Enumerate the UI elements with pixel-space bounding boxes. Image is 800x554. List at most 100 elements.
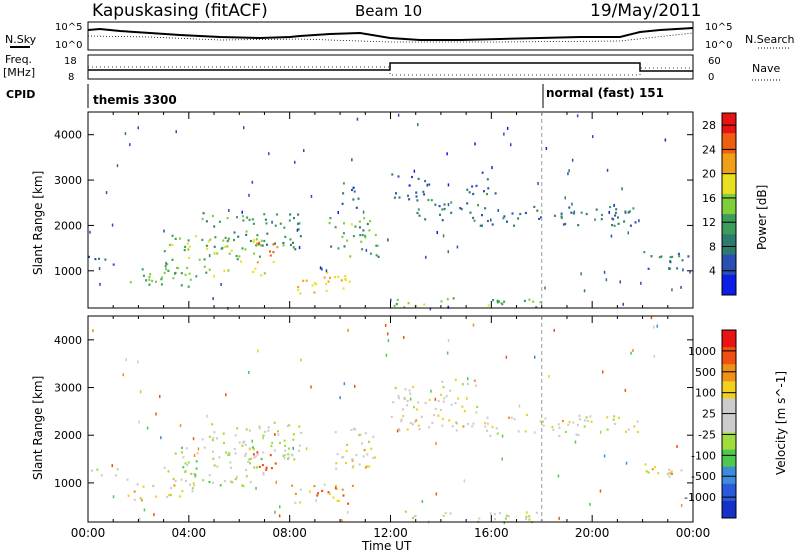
echo-cell xyxy=(265,222,268,225)
scatter-cell xyxy=(429,307,432,311)
scatter-cell xyxy=(676,445,678,448)
echo-cell xyxy=(181,451,183,454)
echo-cell xyxy=(528,515,531,518)
echo-cell xyxy=(428,398,431,401)
echo-cell xyxy=(342,232,345,235)
echo-cell xyxy=(342,192,345,195)
scatter-cell xyxy=(568,169,570,173)
echo-cell xyxy=(311,284,314,287)
echo-cell xyxy=(328,222,331,225)
echo-cell xyxy=(297,449,300,452)
echo-cell xyxy=(305,279,308,282)
echo-cell xyxy=(450,201,453,204)
echo-cell xyxy=(533,431,536,434)
echo-cell xyxy=(466,188,469,191)
echo-cell xyxy=(650,255,653,258)
echo-cell xyxy=(336,452,339,456)
echo-cell xyxy=(345,461,347,465)
echo-cell xyxy=(269,254,272,257)
echo-cell xyxy=(244,248,247,251)
echo-cell xyxy=(139,497,142,500)
echo-cell xyxy=(370,447,373,450)
time-x-axis: 00:00 04:00 08:00 12:00 16:00 20:00 00:00 xyxy=(71,112,711,540)
echo-cell xyxy=(634,221,637,224)
echo-cell xyxy=(229,461,232,464)
echo-cell xyxy=(417,424,420,427)
echo-cell xyxy=(261,244,264,247)
echo-cell xyxy=(294,248,297,251)
scatter-cell xyxy=(430,389,432,393)
echo-cell xyxy=(668,475,671,478)
scatter-cell xyxy=(545,147,548,150)
echo-cell xyxy=(263,430,266,433)
echo-cell xyxy=(359,226,361,229)
echo-cell xyxy=(670,472,673,475)
echo-cell xyxy=(343,222,345,225)
echo-cell xyxy=(415,195,418,198)
echo-cell xyxy=(329,276,331,279)
echo-cell xyxy=(601,213,603,217)
echo-cell xyxy=(525,515,528,518)
echo-cell xyxy=(368,229,371,232)
scatter-cell xyxy=(622,302,624,306)
echo-cell xyxy=(262,473,265,476)
freq-right-tick-bottom: 0 xyxy=(708,72,714,83)
freq-right-tick-top: 60 xyxy=(708,56,721,67)
echo-cell xyxy=(347,502,350,505)
echo-cell xyxy=(224,245,227,248)
echo-cell xyxy=(484,425,487,428)
scatter-cell xyxy=(384,324,387,327)
echo-cell xyxy=(558,435,561,438)
scatter-cell xyxy=(351,158,353,162)
colorbar-swatch xyxy=(722,330,736,348)
echo-cell xyxy=(355,454,358,457)
echo-cell xyxy=(364,466,367,469)
echo-cell xyxy=(195,275,198,278)
echo-cell xyxy=(334,226,337,229)
colorbar-swatch xyxy=(722,214,736,235)
colorbar-swatch xyxy=(722,432,736,451)
echo-cell xyxy=(496,299,499,302)
echo-cell xyxy=(218,456,221,459)
scatter-cell xyxy=(303,149,305,153)
echo-cell xyxy=(283,226,286,229)
echo-cell xyxy=(235,255,238,258)
colorbar-swatch xyxy=(722,133,736,154)
echo-cell xyxy=(503,300,506,303)
scatter-cell xyxy=(436,231,438,234)
scatter-cell xyxy=(409,397,412,401)
echo-cell xyxy=(335,462,338,465)
echo-cell xyxy=(336,499,339,502)
echo-cell xyxy=(171,258,174,261)
echo-cell xyxy=(299,488,302,491)
x-tick-label: 00:00 xyxy=(676,526,711,540)
echo-cell xyxy=(542,420,545,423)
echo-cell xyxy=(449,512,452,515)
echo-cell xyxy=(496,301,499,304)
echo-cell xyxy=(437,399,440,402)
noise-left-tick-bottom: 10^0 xyxy=(55,40,82,51)
echo-cell xyxy=(442,386,445,389)
echo-cell xyxy=(472,192,475,196)
echo-cell xyxy=(272,251,275,254)
echo-cell xyxy=(216,252,219,255)
echo-cell xyxy=(505,517,507,520)
echo-cell xyxy=(195,235,198,238)
echo-cell xyxy=(182,456,185,459)
echo-cell xyxy=(496,432,499,435)
echo-cell xyxy=(481,171,484,174)
echo-cell xyxy=(253,456,256,459)
echo-cell xyxy=(187,239,190,242)
echo-cell xyxy=(486,219,489,223)
echo-cell xyxy=(528,298,531,301)
echo-cell xyxy=(540,216,542,219)
echo-cell xyxy=(358,434,361,437)
scatter-cell xyxy=(447,183,450,187)
echo-cell xyxy=(363,449,366,452)
echo-cell xyxy=(525,413,528,416)
echo-cell xyxy=(580,211,583,214)
echo-cell xyxy=(362,229,365,232)
echo-cell xyxy=(351,466,354,469)
echo-cell xyxy=(525,511,528,514)
echo-cell xyxy=(440,393,442,396)
